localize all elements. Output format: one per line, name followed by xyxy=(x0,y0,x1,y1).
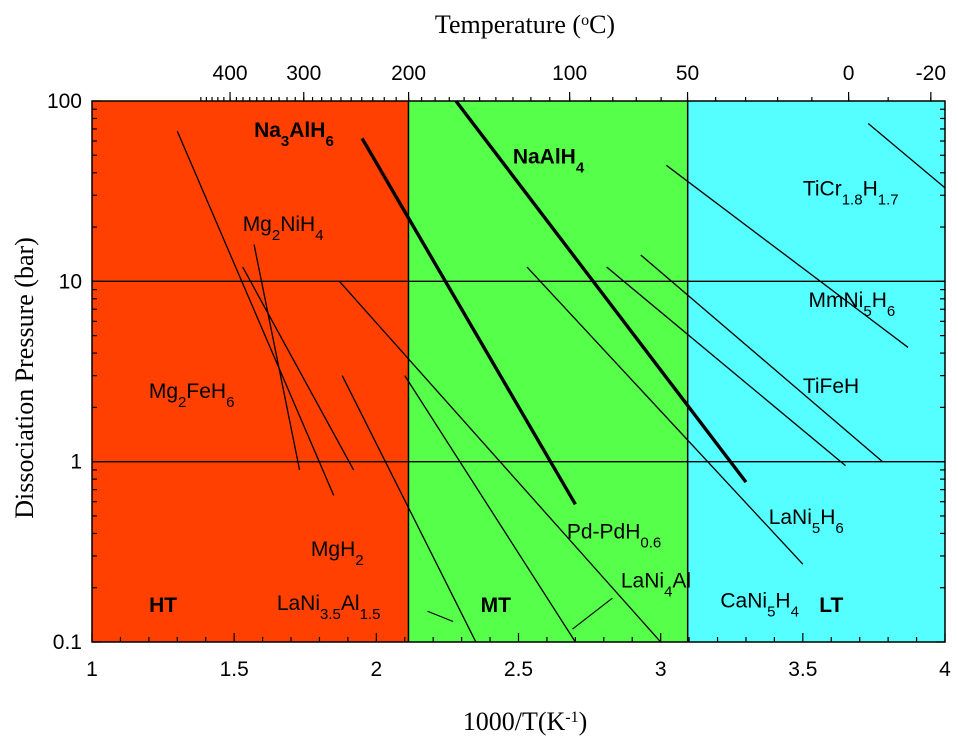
top-tick-label-200: 200 xyxy=(391,62,426,85)
series-line-mmni5h6 xyxy=(665,164,909,348)
x-tick-label-2-5: 2.5 xyxy=(504,658,533,681)
series-line-cani5h4 xyxy=(526,266,804,565)
series-label-lani4al: LaNi4Al xyxy=(621,570,691,601)
grid-lines xyxy=(92,280,945,463)
region-ht xyxy=(92,101,409,642)
y-axis-label: Dissociation Pressure (bar) xyxy=(10,237,39,519)
x-tick-label-1-5: 1.5 xyxy=(220,658,249,681)
region-label-ht: HT xyxy=(149,594,177,617)
series-label-mmni5h6: MmNi5H6 xyxy=(809,289,896,320)
label-leaders xyxy=(427,597,613,630)
region-mt xyxy=(408,101,688,642)
region-label-mt: MT xyxy=(481,594,511,617)
series-label-ticr1-8h1-7: TiCr1.8H1.7 xyxy=(803,177,899,208)
top-tick-label-100: 100 xyxy=(552,62,587,85)
x-axis-label: 1000/T(K-1) xyxy=(463,707,588,736)
series-line-lani3-5al1-5 xyxy=(341,375,477,643)
series-line-mg2feh6 xyxy=(253,244,301,471)
series-line-ticr1-8h1-7 xyxy=(867,123,946,189)
top-tick-label-50: 50 xyxy=(676,62,699,85)
y-tick-label-10: 10 xyxy=(59,270,82,293)
series-label-tifeh: TiFeH xyxy=(803,375,859,398)
top-axis-label: Temperature (oC) xyxy=(435,10,615,39)
top-tick-label-0: 0 xyxy=(843,62,855,85)
x-tick-label-3-5: 3.5 xyxy=(788,658,817,681)
y-tick-label-100: 100 xyxy=(47,90,82,113)
series-line-lani4al xyxy=(404,375,576,643)
series-lines xyxy=(176,99,946,643)
top-tick-labels: 400 300 200 100 50 0 -20 xyxy=(213,62,946,85)
series-labels: Na3AlH6 NaAlH4 TiCr1.8H1.7 Mg2NiH4 MmNi5H6 Mg… xyxy=(149,119,899,623)
series-line-mg2nih4 xyxy=(242,266,355,471)
series-line-mgh2 xyxy=(176,130,335,496)
series-label-mg2feh6: Mg2FeH6 xyxy=(149,380,235,411)
temperature-regions xyxy=(92,101,945,642)
series-label-lani3-5al1-5: LaNi3.5Al1.5 xyxy=(277,592,381,623)
region-labels: HT MT LT xyxy=(149,594,843,617)
series-line-pd-pdh0-6 xyxy=(338,280,662,643)
top-tick-label-300: 300 xyxy=(286,62,321,85)
region-lt xyxy=(687,101,945,642)
x-tick-labels: 1 1.5 2 2.5 3 3.5 4 xyxy=(86,658,951,681)
series-line-naalh4 xyxy=(454,99,748,484)
series-label-na3alh6: Na3AlH6 xyxy=(254,119,334,150)
series-label-cani5h4: CaNi5H4 xyxy=(720,590,799,621)
series-label-mg2nih4: Mg2NiH4 xyxy=(243,213,324,244)
y-tick-label-0-1: 0.1 xyxy=(53,631,82,654)
series-line-na3alh6 xyxy=(360,137,577,506)
top-tick-label-20: -20 xyxy=(916,62,946,85)
x-tick-label-2: 2 xyxy=(370,658,382,681)
y-tick-labels: 0.1 1 10 100 xyxy=(47,90,82,654)
series-label-pd-pdh0-6: Pd-PdH0.6 xyxy=(567,520,661,551)
series-line-lani5h6 xyxy=(640,254,883,463)
x-tick-label-4: 4 xyxy=(939,658,951,681)
x-tick-label-3: 3 xyxy=(655,658,667,681)
series-label-lani5h6: LaNi5H6 xyxy=(769,506,844,537)
x-tick-label-1: 1 xyxy=(86,658,98,681)
top-tick-label-400: 400 xyxy=(213,62,248,85)
series-label-mgh2: MgH2 xyxy=(311,538,364,569)
axis-ticks xyxy=(91,92,946,643)
series-label-naalh4: NaAlH4 xyxy=(513,146,585,177)
region-label-lt: LT xyxy=(819,594,843,617)
series-line-tifeh xyxy=(606,266,846,467)
leader-lani4al xyxy=(572,597,613,630)
leader-lani3-5al1-5 xyxy=(427,610,454,622)
y-tick-label-1: 1 xyxy=(70,451,82,474)
